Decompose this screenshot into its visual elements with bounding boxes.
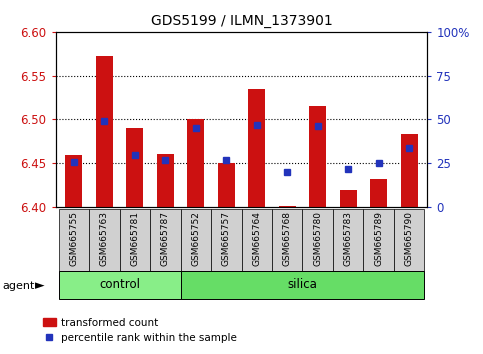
Text: GSM665781: GSM665781 — [130, 211, 139, 266]
Bar — [66, 155, 82, 207]
Text: GSM665763: GSM665763 — [100, 211, 109, 266]
Bar — [181, 209, 211, 271]
Text: GSM665783: GSM665783 — [344, 211, 353, 266]
Bar — [279, 206, 296, 207]
Bar — [211, 209, 242, 271]
Bar — [340, 190, 356, 207]
Bar — [181, 271, 425, 299]
Text: silica: silica — [287, 279, 317, 291]
Text: GSM665757: GSM665757 — [222, 211, 231, 266]
Text: control: control — [99, 279, 140, 291]
Bar — [394, 209, 425, 271]
Bar — [187, 120, 204, 207]
Text: ►: ► — [35, 279, 44, 292]
Bar — [248, 89, 265, 207]
Bar — [150, 209, 181, 271]
Text: GSM665787: GSM665787 — [161, 211, 170, 266]
Bar — [272, 209, 302, 271]
Text: GSM665755: GSM665755 — [70, 211, 78, 266]
Bar — [218, 163, 235, 207]
Bar — [401, 135, 417, 207]
Title: GDS5199 / ILMN_1373901: GDS5199 / ILMN_1373901 — [151, 14, 332, 28]
Bar — [302, 209, 333, 271]
Text: agent: agent — [2, 281, 35, 291]
Bar — [96, 56, 113, 207]
Legend: transformed count, percentile rank within the sample: transformed count, percentile rank withi… — [39, 314, 241, 347]
Bar — [120, 209, 150, 271]
Text: GSM665752: GSM665752 — [191, 211, 200, 266]
Bar — [333, 209, 363, 271]
Text: GSM665780: GSM665780 — [313, 211, 322, 266]
Bar — [157, 154, 174, 207]
Bar — [89, 209, 120, 271]
Bar — [58, 271, 181, 299]
Bar — [363, 209, 394, 271]
Bar — [58, 209, 89, 271]
Text: GSM665789: GSM665789 — [374, 211, 383, 266]
Bar — [242, 209, 272, 271]
Bar — [127, 128, 143, 207]
Text: GSM665768: GSM665768 — [283, 211, 292, 266]
Bar — [309, 106, 326, 207]
Text: GSM665790: GSM665790 — [405, 211, 413, 266]
Text: GSM665764: GSM665764 — [252, 211, 261, 266]
Bar — [370, 179, 387, 207]
